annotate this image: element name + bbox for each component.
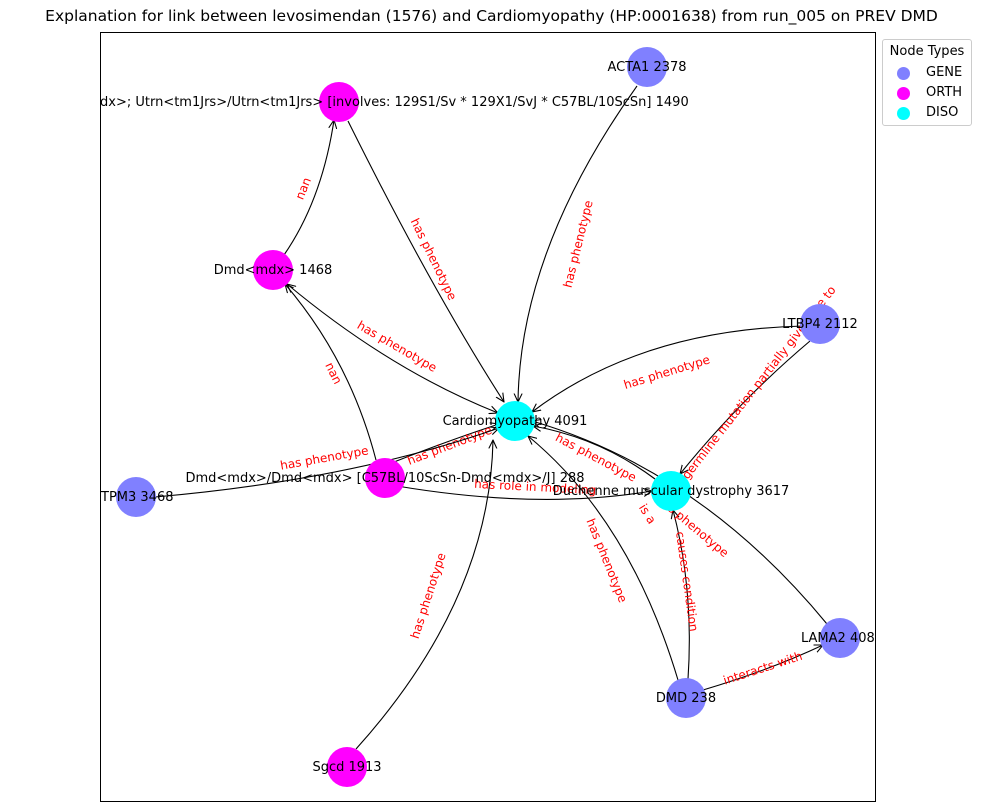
legend-item-orth: ORTH	[897, 83, 962, 103]
nodes-layer	[116, 47, 860, 787]
edge-label-utrn-cardio: has phenotype	[408, 216, 460, 302]
node-label-duchenne: Duchenne muscular dystrophy 3617	[553, 484, 790, 499]
edge-sgcd-to-cardio	[355, 440, 493, 750]
edge-label-dmdgene-lama2: interacts with	[722, 649, 804, 688]
legend-label-orth: ORTH	[926, 85, 963, 100]
node-dmd-gene[interactable]	[666, 678, 706, 718]
edge-dmdgene-to-cardio	[528, 436, 679, 681]
edge-dmdgene-to-duchenne	[673, 510, 690, 680]
node-sgcd[interactable]	[327, 747, 367, 787]
edge-dmdmdxhomo-to-cardio	[393, 424, 499, 463]
edge-dmdmdxhomo-to-duchenne	[396, 485, 652, 500]
node-dmdmdx[interactable]	[253, 250, 293, 290]
orth-dot-icon	[897, 86, 910, 100]
node-dmdmdx-homozygous[interactable]	[365, 458, 405, 498]
node-ltbp4[interactable]	[800, 304, 840, 344]
edge-duchenne-to-cardio	[533, 426, 656, 480]
diso-dot-icon	[897, 106, 910, 120]
node-label-dmdmdx: Dmd<mdx> 1468	[214, 263, 333, 278]
node-label-ltbp4: LTBP4 2112	[782, 317, 858, 332]
node-label-lama2: LAMA2 408	[801, 631, 875, 646]
edge-dmdmdx-to-utrn	[283, 120, 334, 256]
edge-dmdgene-to-lama2	[702, 645, 823, 691]
edge-acta1-to-cardio	[518, 85, 638, 402]
node-label-acta1: ACTA1 2378	[607, 60, 686, 75]
edge-label-nan-1: nan	[293, 175, 314, 201]
legend-title: Node Types	[889, 44, 965, 59]
legend-item-diso: DISO	[897, 103, 958, 123]
legend-label-diso: DISO	[926, 105, 959, 120]
node-acta1[interactable]	[627, 47, 667, 87]
chart-title: Explanation for link between levosimenda…	[45, 7, 938, 25]
plot-frame	[100, 32, 876, 802]
edge-label-dmdgene-cardio: has phenotype	[583, 516, 629, 604]
edge-label-dmdgene-duchenne: causes condition	[673, 531, 701, 633]
edge-label-acta1-cardio: has phenotype	[561, 199, 596, 289]
edge-tpm3-to-cardio	[154, 428, 499, 498]
edge-label-ltbp4-cardio: has phenotype	[622, 352, 712, 392]
edge-ltbp4-to-duchenne	[680, 340, 811, 474]
edge-dmdmdxhomo-to-dmdmdx	[285, 284, 377, 461]
edge-label-nan-2: nan	[322, 360, 344, 386]
node-cardiomyopathy[interactable]	[495, 401, 535, 441]
node-lama2[interactable]	[820, 618, 860, 658]
node-utrn[interactable]	[319, 82, 359, 122]
edge-label-dmdmdxhomo-cardio: has phenotype	[405, 423, 493, 468]
legend-label-gene: GENE	[926, 65, 963, 80]
edge-label-tpm3-cardio: has phenotype	[279, 443, 369, 472]
legend: Node Types GENE ORTH DISO	[882, 39, 972, 126]
edge-label-dmdmdxhomo-duchenne: has role in modeling	[474, 477, 597, 497]
edge-ltbp4-to-cardio	[532, 325, 804, 412]
node-label-tpm3: TPM3 3468	[100, 490, 173, 505]
legend-item-gene: GENE	[897, 63, 962, 83]
node-label-cardiomyopathy: Cardiomyopathy 4091	[443, 414, 588, 429]
node-label-utrn: dx>; Utrn<tm1Jrs>/Utrn<tm1Jrs> [involves…	[100, 95, 689, 110]
edge-dmdmdx-cardio-bidirectional	[287, 284, 498, 413]
node-label-dmdmdx-homozygous: Dmd<mdx>/Dmd<mdx> [C57BL/10ScSn-Dmd<mdx>…	[185, 471, 584, 486]
node-duchenne[interactable]	[651, 471, 691, 511]
gene-dot-icon	[897, 66, 910, 80]
edge-label-is-a: is a	[636, 501, 659, 526]
node-tpm3[interactable]	[116, 477, 156, 517]
node-label-dmd-gene: DMD 238	[656, 691, 716, 706]
node-label-sgcd: Sgcd 1913	[312, 760, 381, 775]
edge-label-dmdmdx-cardio: has phenotype	[355, 318, 439, 375]
